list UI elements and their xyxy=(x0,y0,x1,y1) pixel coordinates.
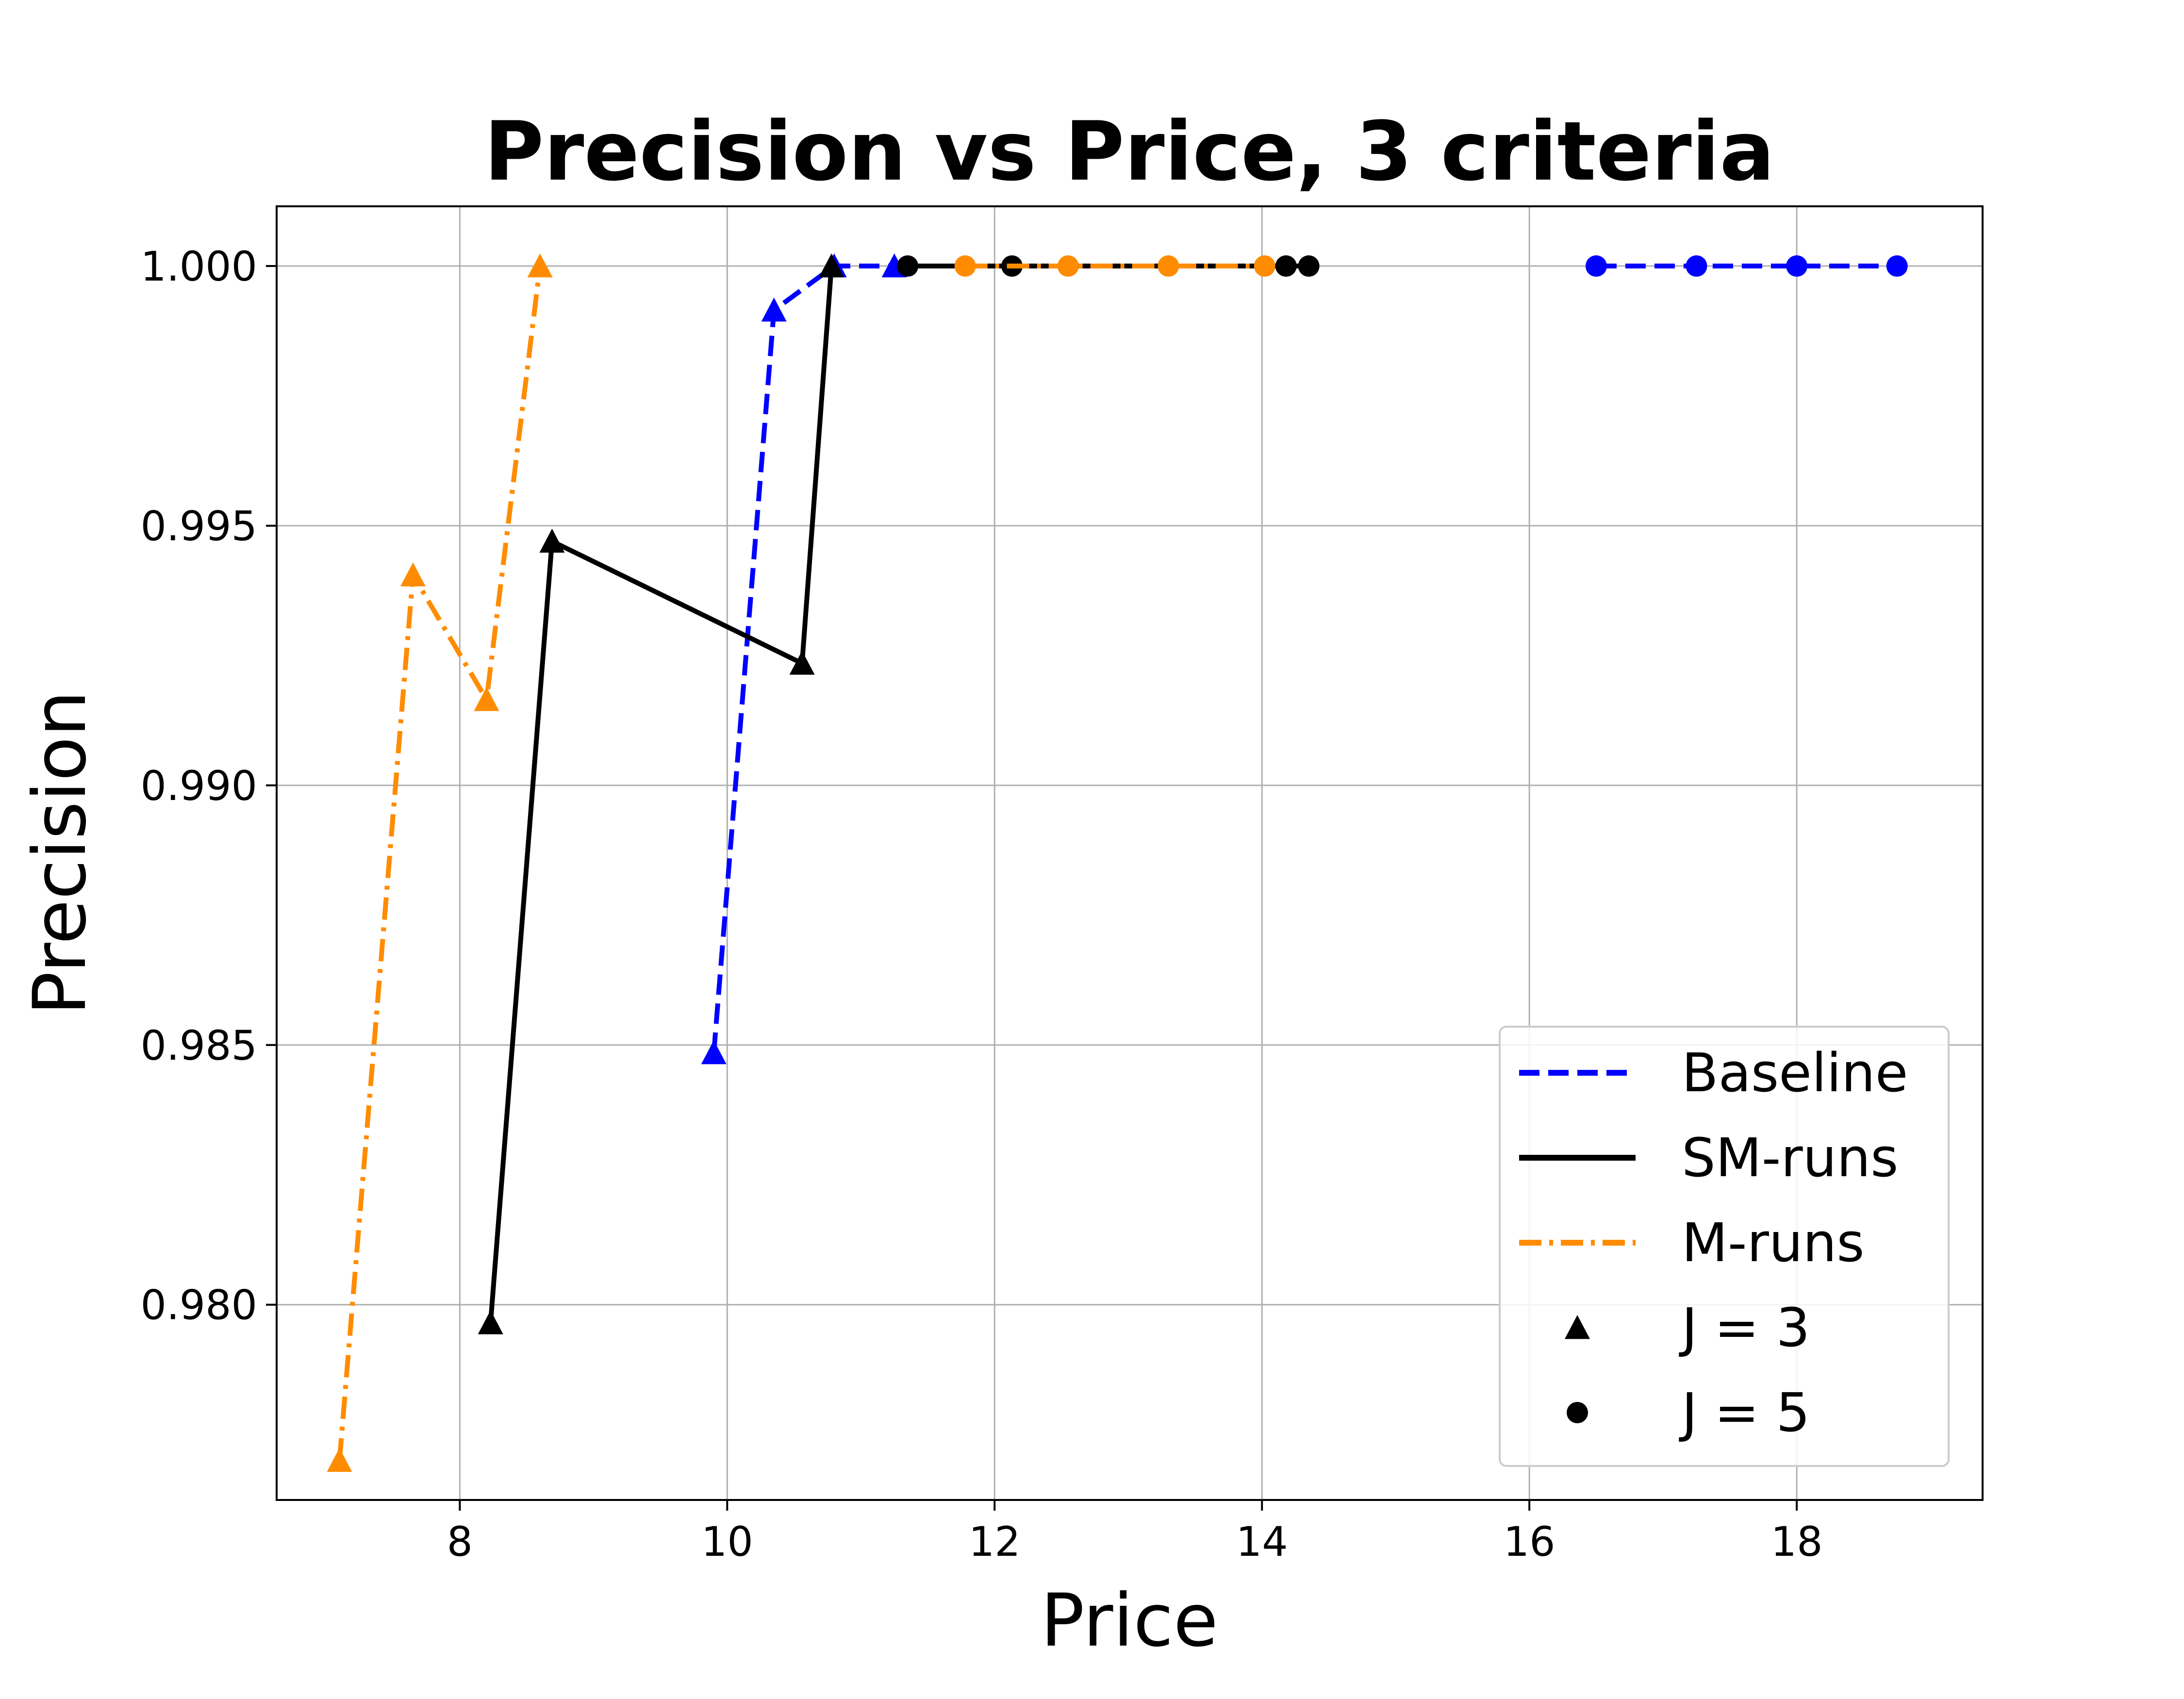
data-point xyxy=(897,255,919,277)
data-point xyxy=(701,1040,727,1065)
legend-marker xyxy=(1565,1315,1590,1339)
data-point xyxy=(1886,255,1908,277)
y-tick-label: 0.985 xyxy=(141,1022,257,1069)
legend-frame xyxy=(1499,1026,1950,1467)
series-line xyxy=(337,266,543,1461)
data-point xyxy=(819,253,844,278)
series-group xyxy=(327,253,1908,1472)
legend-label: Baseline xyxy=(1682,1042,1908,1104)
y-tick-label: 0.995 xyxy=(141,502,257,550)
x-axis-label: Price xyxy=(1041,1579,1218,1663)
legend-label: J = 5 xyxy=(1679,1382,1810,1444)
chart-title: Precision vs Price, 3 criteria xyxy=(484,104,1774,199)
x-tick-label: 10 xyxy=(701,1518,753,1566)
data-point xyxy=(400,562,426,586)
series-m-runs xyxy=(327,253,1275,1472)
plot-frame xyxy=(276,205,1984,1501)
x-tick-label: 16 xyxy=(1504,1518,1555,1566)
series-sm-runs xyxy=(478,253,1320,1334)
series-baseline xyxy=(701,253,1908,1065)
series-line xyxy=(488,266,834,1323)
data-point xyxy=(474,687,499,711)
data-point xyxy=(1298,255,1320,277)
legend: Baseline SM-runs M-runs J = 3 J = 5 xyxy=(1499,1026,1950,1467)
data-point xyxy=(527,253,553,278)
data-point xyxy=(1057,255,1079,277)
legend-label: J = 3 xyxy=(1679,1297,1810,1359)
data-point xyxy=(1585,255,1607,277)
data-point xyxy=(1686,255,1707,277)
axis-ticks: 8 10 12 14 16 18 0.980 0.985 0.990 0.995 1.000 xyxy=(141,243,1823,1566)
data-point xyxy=(789,650,815,675)
legend-label: M-runs xyxy=(1682,1212,1865,1274)
data-point xyxy=(761,297,787,322)
y-tick-label: 0.990 xyxy=(141,762,257,810)
data-point xyxy=(327,1448,352,1472)
grid-lines xyxy=(277,206,1983,1500)
x-tick-label: 18 xyxy=(1771,1518,1823,1566)
y-axis-label: Precision xyxy=(18,690,102,1015)
y-tick-label: 1.000 xyxy=(141,243,257,290)
legend-label: SM-runs xyxy=(1682,1127,1898,1189)
data-point xyxy=(1254,255,1275,277)
x-tick-label: 12 xyxy=(969,1518,1021,1566)
data-point xyxy=(539,529,565,553)
legend-marker xyxy=(1567,1402,1588,1423)
x-tick-label: 14 xyxy=(1236,1518,1288,1566)
data-point xyxy=(478,1310,503,1334)
series-line xyxy=(711,264,894,1053)
y-tick-label: 0.980 xyxy=(141,1282,257,1329)
data-point xyxy=(1786,255,1808,277)
data-point xyxy=(1275,255,1297,277)
data-point xyxy=(954,255,976,277)
x-tick-label: 8 xyxy=(447,1518,473,1566)
data-point xyxy=(1158,255,1179,277)
